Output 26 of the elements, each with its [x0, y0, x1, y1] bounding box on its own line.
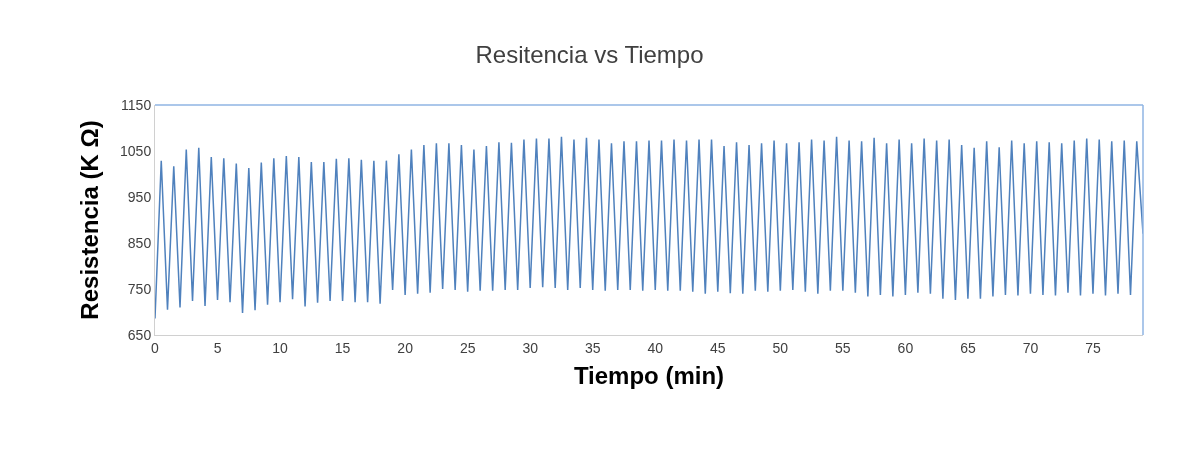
x-tick-label: 35	[584, 339, 601, 356]
x-tick-label: 60	[897, 339, 914, 356]
x-tick-label: 50	[772, 339, 789, 356]
x-axis-title: Tiempo (min)	[573, 362, 725, 390]
y-tick-label: 1050	[120, 142, 152, 159]
y-tick-label: 1150	[121, 96, 152, 113]
x-tick-label: 65	[960, 339, 976, 356]
x-tick-label: 45	[709, 339, 726, 356]
y-tick-label: 950	[127, 188, 152, 205]
y-tick-label: 750	[127, 280, 152, 297]
y-tick-label: 850	[127, 234, 152, 251]
x-tick-label: 70	[1022, 339, 1039, 356]
x-tick-label: 20	[397, 339, 414, 356]
y-axis-title: Resistencia (K Ω)	[76, 120, 104, 320]
x-tick-label: 15	[334, 339, 351, 356]
x-tick-label: 55	[835, 339, 851, 356]
x-tick-label: 0	[151, 339, 160, 356]
chart-title: Resitencia vs Tiempo	[475, 40, 704, 68]
x-tick-label: 5	[213, 339, 222, 356]
x-tick-label: 25	[459, 339, 476, 356]
line-series	[155, 135, 1143, 320]
x-tick-label: 10	[272, 339, 289, 356]
x-tick-label: 30	[522, 339, 539, 356]
y-tick-label: 650	[127, 326, 152, 343]
x-tick-label: 40	[647, 339, 664, 356]
x-tick-label: 75	[1085, 339, 1101, 356]
